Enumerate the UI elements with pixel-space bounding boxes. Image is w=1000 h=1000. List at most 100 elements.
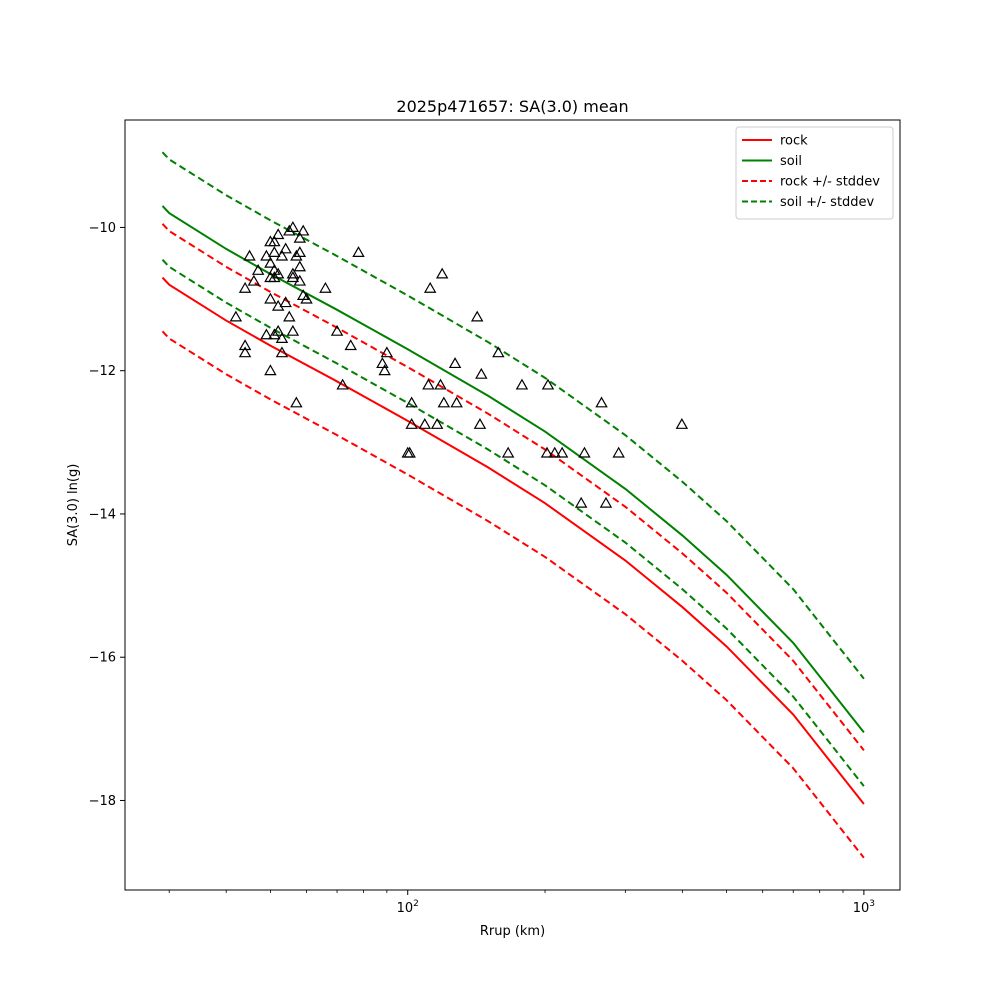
y-tick-label: −16	[89, 651, 116, 666]
observation-marker	[473, 418, 487, 429]
observation-marker	[475, 367, 488, 379]
observation-marker	[271, 267, 285, 279]
observation-marker	[238, 281, 252, 293]
observation-marker	[574, 496, 588, 508]
observation-marker	[675, 418, 689, 429]
legend-label: soil	[780, 154, 802, 169]
y-tick-label: −10	[89, 221, 116, 236]
observation-marker	[260, 328, 273, 340]
y-axis-label: SA(3.0) ln(g)	[66, 464, 81, 547]
y-tick-label: −14	[89, 507, 116, 522]
legend-box	[735, 126, 894, 220]
observation-marker	[268, 235, 281, 247]
x-axis-label: Rrup (km)	[480, 924, 545, 939]
observation-marker	[541, 378, 555, 390]
observation-marker	[264, 364, 277, 376]
observation-marker	[540, 446, 554, 458]
observation-marker	[264, 256, 277, 268]
observation-marker	[268, 246, 281, 258]
observation-marker	[286, 221, 300, 232]
observation-marker	[247, 274, 261, 286]
observation-marker	[336, 378, 349, 390]
observation-marker	[268, 271, 281, 283]
observation-marker	[578, 446, 591, 458]
observation-marker	[515, 378, 529, 390]
observation-marker	[430, 418, 444, 429]
observation-marker	[229, 310, 243, 322]
observation-marker	[405, 418, 418, 429]
observation-marker	[279, 296, 292, 308]
observation-marker	[378, 364, 391, 376]
observation-marker	[501, 446, 515, 458]
observation-marker	[286, 267, 300, 279]
x-tick-label: 103	[853, 899, 875, 916]
legend-label: rock	[780, 134, 808, 149]
observation-marker	[293, 274, 307, 286]
observation-marker	[599, 496, 613, 508]
series-line-band-5	[161, 258, 865, 787]
observation-marker	[376, 357, 389, 369]
series-line-soil-stddev-4	[161, 151, 865, 680]
observation-marker	[448, 357, 462, 369]
observation-marker	[290, 396, 303, 408]
observation-marker	[319, 281, 332, 293]
axis-ticks: 102 103 −10 −12 −14 −16 −18	[89, 221, 875, 916]
observation-marker	[279, 242, 292, 254]
series-group	[161, 151, 865, 859]
observation-marker	[555, 446, 569, 458]
observation-marker	[403, 446, 416, 458]
series-line-rock-stddev-2	[161, 223, 865, 751]
observation-marker	[283, 224, 296, 236]
observation-marker	[380, 346, 394, 358]
plot-area	[124, 119, 901, 891]
chart-title: 2025p471657: SA(3.0) mean	[396, 97, 628, 116]
y-tick-label: −12	[89, 364, 116, 379]
observation-marker	[286, 271, 300, 283]
observation-marker	[296, 224, 310, 236]
series-line-rock-0	[161, 276, 865, 805]
observation-marker	[275, 332, 289, 343]
observation-marker	[283, 310, 296, 322]
observation-marker	[290, 249, 303, 261]
observation-marker	[422, 378, 435, 390]
observation-marker	[435, 267, 449, 279]
x-tick-label: 102	[397, 899, 419, 916]
observation-marker	[434, 378, 447, 390]
observation-marker	[243, 249, 256, 261]
observation-marker	[271, 324, 285, 336]
observation-marker	[492, 346, 505, 358]
observation-marker	[330, 324, 344, 336]
observation-marker	[595, 396, 608, 408]
observation-marker	[286, 324, 300, 336]
observation-marker	[271, 228, 285, 240]
observation-marker	[264, 292, 277, 304]
observation-marker	[450, 396, 463, 408]
observation-marker	[293, 260, 307, 272]
observation-marker	[293, 246, 307, 258]
observation-marker	[251, 264, 265, 275]
observation-marker	[405, 396, 418, 408]
observation-marker	[300, 292, 313, 304]
observation-marker	[470, 310, 484, 322]
observation-marker	[418, 418, 432, 429]
plot-frame	[124, 119, 901, 891]
y-tick-label: −18	[89, 794, 116, 809]
observation-marker	[268, 328, 281, 340]
observation-marker	[437, 396, 451, 408]
observation-points	[229, 221, 689, 508]
legend-label: rock +/- stddev	[780, 175, 880, 190]
observation-marker	[275, 346, 289, 358]
observation-marker	[238, 346, 252, 358]
observation-marker	[293, 231, 307, 243]
observation-marker	[238, 339, 252, 351]
series-line-band-3	[161, 330, 865, 859]
observation-marker	[612, 446, 625, 458]
observation-marker	[275, 249, 289, 261]
observation-marker	[344, 339, 357, 351]
legend-label: soil +/- stddev	[780, 195, 875, 210]
observation-marker	[423, 281, 437, 293]
legend: rock soil rock +/- stddev soil +/- stddev	[735, 126, 894, 220]
series-line-soil-1	[161, 205, 865, 734]
